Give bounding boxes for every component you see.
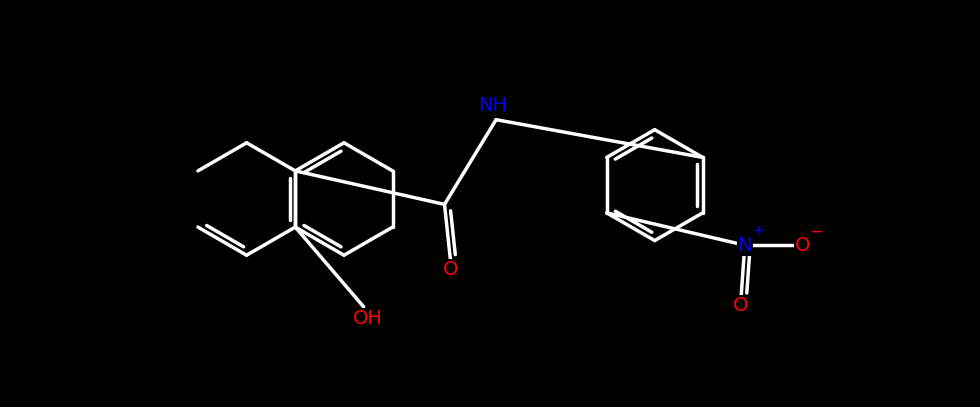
Text: O: O <box>733 296 749 315</box>
Text: −: − <box>809 222 823 240</box>
Text: NH: NH <box>478 96 508 115</box>
Text: O: O <box>795 236 810 255</box>
Text: OH: OH <box>353 309 382 328</box>
Text: N: N <box>738 236 752 255</box>
Text: +: + <box>752 224 763 239</box>
Text: O: O <box>443 260 459 279</box>
